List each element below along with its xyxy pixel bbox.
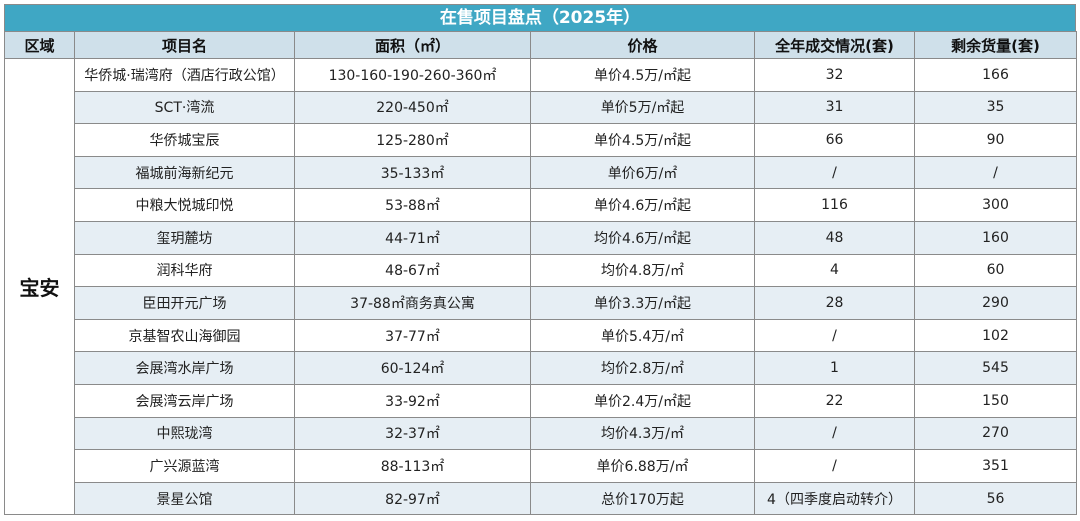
cell-sales: 31 [754,90,915,125]
cell-price: 总价170万起 [530,481,755,516]
cell-price: 单价3.3万/㎡起 [530,286,755,320]
cell-sales: / [754,155,915,190]
cell-area: 37-88㎡商务真公寓 [294,286,531,320]
cell-price: 单价4.5万/㎡起 [530,58,755,92]
cell-sales: 48 [754,220,915,255]
cell-sales: 22 [754,383,915,418]
cell-price: 均价2.8万/㎡ [530,351,755,385]
cell-sales: / [754,318,915,353]
cell-remaining: 545 [914,351,1077,385]
cell-price: 单价2.4万/㎡起 [530,383,755,418]
table-row: 福城前海新纪元 35-133㎡ 单价6万/㎡ / / [5,155,1077,190]
cell-remaining: 351 [914,449,1077,483]
header-price: 价格 [530,31,755,59]
cell-sales: 66 [754,123,915,157]
cell-project: 润科华府 [74,253,295,288]
sales-table-container: 在售项目盘点（2025年） 区域 项目名 面积（㎡） 价格 全年成交情况(套) … [4,4,1077,516]
cell-project: 福城前海新纪元 [74,155,295,190]
table-row: 景星公馆 82-97㎡ 总价170万起 4（四季度启动转介） 56 [5,481,1077,516]
table-body: 宝安 华侨城·瑞湾府（酒店行政公馆） 130-160-190-260-360㎡ 单价4… [4,57,1077,516]
cell-remaining: 150 [914,383,1077,418]
cell-price: 单价6万/㎡ [530,155,755,190]
cell-project: 华侨城·瑞湾府（酒店行政公馆） [74,58,295,92]
cell-project: 景星公馆 [74,481,295,516]
cell-project: 中粮大悦城印悦 [74,188,295,222]
cell-price: 单价5.4万/㎡ [530,318,755,353]
cell-area: 60-124㎡ [294,351,531,385]
cell-project: 广兴源蓝湾 [74,449,295,483]
header-sales: 全年成交情况(套) [754,31,915,59]
cell-remaining: 90 [914,123,1077,157]
cell-remaining: 102 [914,318,1077,353]
table-row: 玺玥麓坊 44-71㎡ 均价4.6万/㎡起 48 160 [5,220,1077,255]
cell-remaining: 160 [914,220,1077,255]
cell-area: 130-160-190-260-360㎡ [294,58,531,92]
cell-area: 44-71㎡ [294,220,531,255]
cell-price: 单价5万/㎡起 [530,90,755,125]
cell-area: 32-37㎡ [294,416,531,451]
table-row: 会展湾水岸广场 60-124㎡ 均价2.8万/㎡ 1 545 [5,351,1077,385]
cell-project: 京基智农山海御园 [74,318,295,353]
cell-sales: 1 [754,351,915,385]
cell-sales: 4 [754,253,915,288]
header-row: 区域 项目名 面积（㎡） 价格 全年成交情况(套) 剩余货量(套) [4,31,1077,59]
cell-remaining: 290 [914,286,1077,320]
cell-price: 单价6.88万/㎡ [530,449,755,483]
table-row: 会展湾云岸广场 33-92㎡ 单价2.4万/㎡起 22 150 [5,383,1077,418]
cell-remaining: 166 [914,58,1077,92]
cell-remaining: 60 [914,253,1077,288]
cell-sales: 4（四季度启动转介） [754,481,915,516]
cell-area: 35-133㎡ [294,155,531,190]
cell-sales: 116 [754,188,915,222]
cell-remaining: 56 [914,481,1077,516]
table-row: 宝安 华侨城·瑞湾府（酒店行政公馆） 130-160-190-260-360㎡ 单价4… [4,57,1077,516]
table-title: 在售项目盘点（2025年） [4,4,1076,31]
cell-area: 220-450㎡ [294,90,531,125]
cell-price: 均价4.3万/㎡ [530,416,755,451]
cell-price: 单价4.5万/㎡起 [530,123,755,157]
cell-area: 53-88㎡ [294,188,531,222]
cell-price: 均价4.8万/㎡ [530,253,755,288]
cell-project: 臣田开元广场 [74,286,295,320]
header-district: 区域 [4,31,75,59]
table-row: 润科华府 48-67㎡ 均价4.8万/㎡ 4 60 [5,253,1077,288]
cell-area: 82-97㎡ [294,481,531,516]
cell-remaining: 35 [914,90,1077,125]
table-row: 臣田开元广场 37-88㎡商务真公寓 单价3.3万/㎡起 28 290 [5,286,1077,320]
cell-project: 玺玥麓坊 [74,220,295,255]
header-project: 项目名 [74,31,295,59]
header-area: 面积（㎡） [294,31,531,59]
cell-price: 单价4.6万/㎡起 [530,188,755,222]
cell-area: 125-280㎡ [294,123,531,157]
cell-area: 88-113㎡ [294,449,531,483]
projects-table: 区域 项目名 面积（㎡） 价格 全年成交情况(套) 剩余货量(套) 宝安 华侨城·… [4,31,1077,516]
cell-sales: 28 [754,286,915,320]
cell-project: 会展湾水岸广场 [74,351,295,385]
cell-project: SCT·湾流 [74,90,295,125]
table-row: 华侨城宝辰 125-280㎡ 单价4.5万/㎡起 66 90 [5,123,1077,157]
cell-sales: 32 [754,58,915,92]
cell-sales: / [754,416,915,451]
cell-price: 均价4.6万/㎡起 [530,220,755,255]
cell-remaining: 270 [914,416,1077,451]
cell-sales: / [754,449,915,483]
cell-project: 中熙珑湾 [74,416,295,451]
table-row: 中熙珑湾 32-37㎡ 均价4.3万/㎡/270 [5,416,1077,451]
header-remaining: 剩余货量(套) [914,31,1077,59]
table-row: 中粮大悦城印悦 53-88㎡ 单价4.6万/㎡起 116 300 [5,188,1077,222]
cell-area: 33-92㎡ [294,383,531,418]
table-row: 广兴源蓝湾 88-113㎡ 单价6.88万/㎡/351 [5,449,1077,483]
cell-project: 会展湾云岸广场 [74,383,295,418]
table-row: 京基智农山海御园 37-77㎡ 单价5.4万/㎡/102 [5,318,1077,353]
cell-project: 华侨城宝辰 [74,123,295,157]
cell-remaining: 300 [914,188,1077,222]
table-row: SCT·湾流 220-450㎡ 单价5万/㎡起 31 35 [5,90,1077,125]
district-cell: 宝安 [4,57,75,516]
cell-area: 48-67㎡ [294,253,531,288]
cell-remaining: / [914,155,1077,190]
cell-area: 37-77㎡ [294,318,531,353]
